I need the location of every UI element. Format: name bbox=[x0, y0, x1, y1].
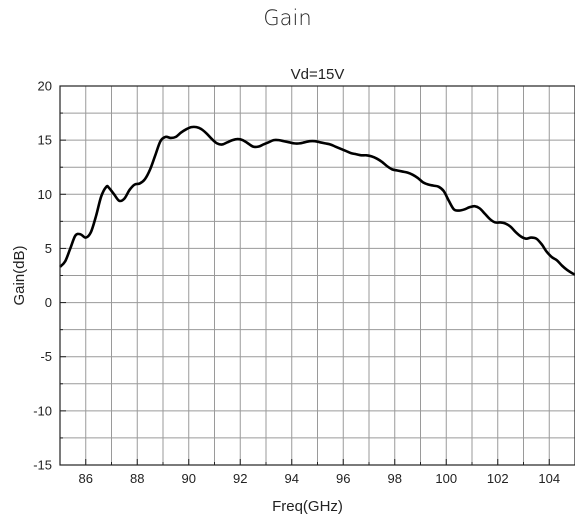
x-axis-label: Freq(GHz) bbox=[272, 498, 343, 515]
y-tick-label: -15 bbox=[33, 458, 52, 473]
chart-title: Vd=15V bbox=[291, 66, 345, 83]
tick-labels: 86 88 90 92 94 96 98 100 102 104 -15 -10 -5 0 5 10 15 20 bbox=[33, 79, 560, 487]
x-tick-label: 100 bbox=[435, 471, 457, 486]
x-tick-label: 102 bbox=[487, 471, 509, 486]
x-tick-label: 98 bbox=[388, 471, 402, 486]
gain-series-line bbox=[59, 125, 575, 276]
plot-frame bbox=[59, 85, 575, 466]
y-axis-label: Gain(dB) bbox=[11, 245, 28, 305]
x-tick-label: 94 bbox=[285, 471, 299, 486]
x-tick-label: 96 bbox=[336, 471, 350, 486]
x-tick-label: 104 bbox=[538, 471, 560, 486]
x-tick-label: 90 bbox=[182, 471, 196, 486]
y-tick-label: 15 bbox=[38, 133, 52, 148]
series-layer bbox=[59, 125, 575, 276]
x-tick-label: 86 bbox=[79, 471, 93, 486]
page-heading: Gain bbox=[263, 6, 312, 30]
y-tick-label: 0 bbox=[45, 295, 52, 310]
x-tick-label: 92 bbox=[233, 471, 247, 486]
y-tick-label: 20 bbox=[38, 79, 52, 94]
y-tick-label: 10 bbox=[38, 187, 52, 202]
y-tick-label: 5 bbox=[45, 241, 52, 256]
y-tick-label: -10 bbox=[33, 403, 52, 418]
x-tick-label: 88 bbox=[130, 471, 144, 486]
y-tick-label: -5 bbox=[40, 349, 52, 364]
